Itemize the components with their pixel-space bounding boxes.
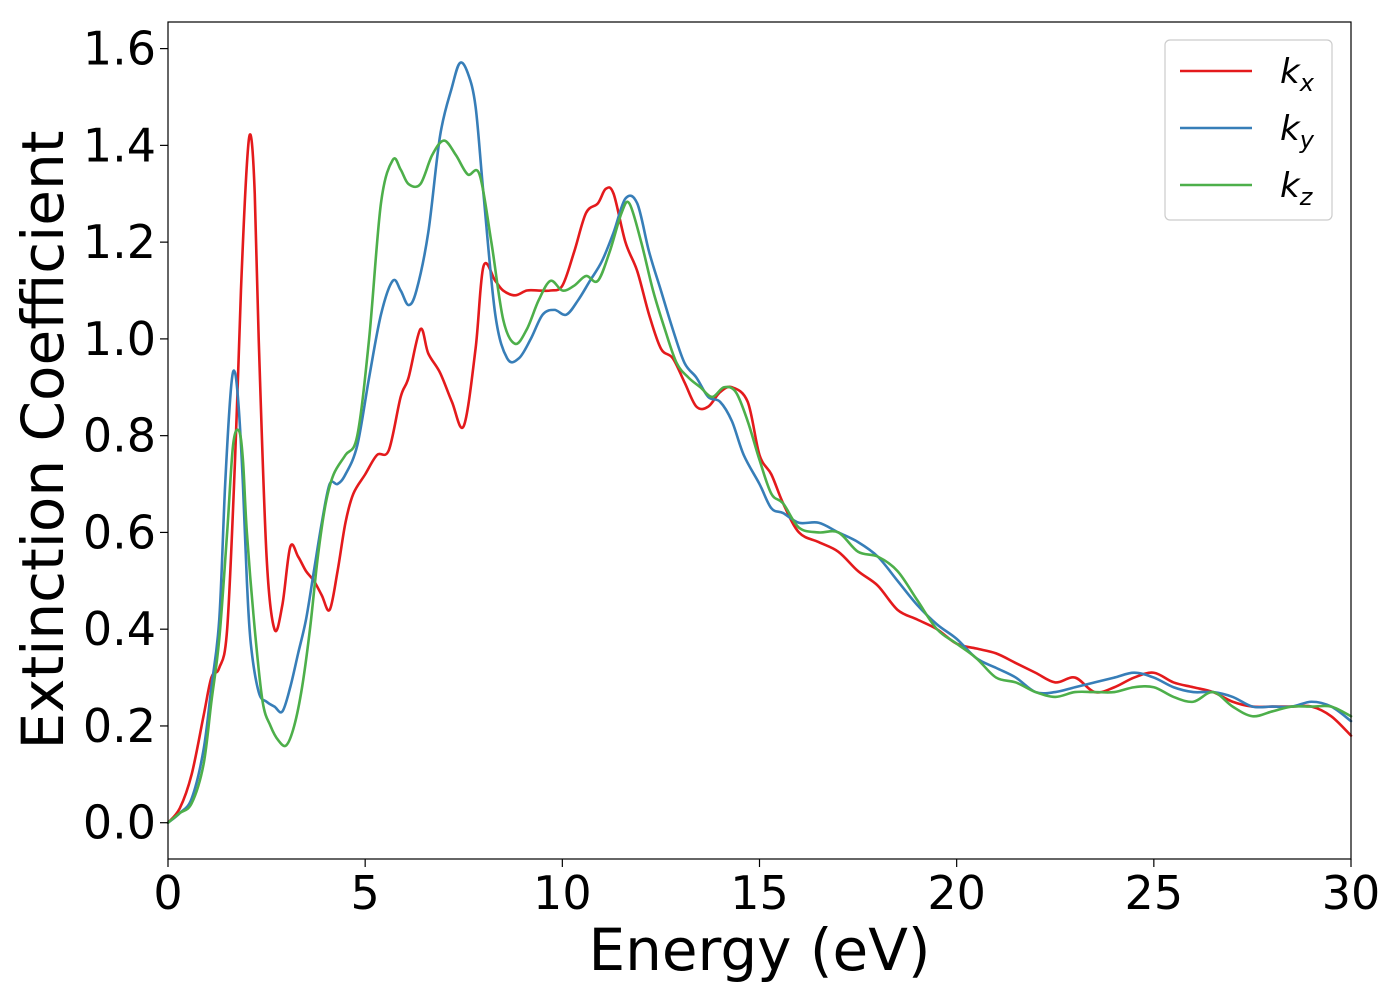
y-tick-label: 0.4 xyxy=(83,602,156,656)
series-line-kz xyxy=(166,139,1353,825)
legend-label-kz: kz xyxy=(1280,166,1314,211)
legend-box xyxy=(1164,39,1333,221)
legend-label-ky: ky xyxy=(1280,109,1315,154)
series-line-kx xyxy=(166,133,1353,825)
legend-label-kx: kx xyxy=(1280,52,1315,97)
x-tick-label: 30 xyxy=(1322,866,1381,920)
legend-label-base: k xyxy=(1280,166,1301,206)
x-axis-label: Energy (eV) xyxy=(588,916,930,984)
legend-label-subscript: y xyxy=(1299,126,1315,154)
y-tick-label: 1.6 xyxy=(83,22,156,76)
x-tick-label: 10 xyxy=(533,866,592,920)
legend-label-subscript: z xyxy=(1299,183,1314,211)
x-axis-ticks: 0 5 10 15 20 25 30 xyxy=(153,859,1380,920)
series-layer xyxy=(166,61,1353,825)
y-tick-label: 1.0 xyxy=(83,312,156,366)
legend-label-base: k xyxy=(1280,109,1301,149)
x-tick-label: 5 xyxy=(351,866,380,920)
x-tick-label: 0 xyxy=(153,866,182,920)
y-axis-ticks: 0.0 0.2 0.4 0.6 0.8 1.0 1.2 1.4 1.6 xyxy=(83,22,168,850)
y-axis-label: Extinction Coefficient xyxy=(9,131,77,750)
x-tick-label: 25 xyxy=(1125,866,1184,920)
legend-label-subscript: x xyxy=(1299,69,1315,97)
x-tick-label: 15 xyxy=(730,866,789,920)
legend-label-base: k xyxy=(1280,52,1301,92)
y-tick-label: 0.6 xyxy=(83,505,156,559)
y-tick-label: 0.0 xyxy=(83,796,156,850)
y-tick-label: 1.2 xyxy=(83,215,156,269)
y-tick-label: 0.8 xyxy=(83,409,156,463)
y-tick-label: 0.2 xyxy=(83,699,156,753)
y-tick-label: 1.4 xyxy=(83,118,156,172)
x-tick-label: 20 xyxy=(927,866,986,920)
